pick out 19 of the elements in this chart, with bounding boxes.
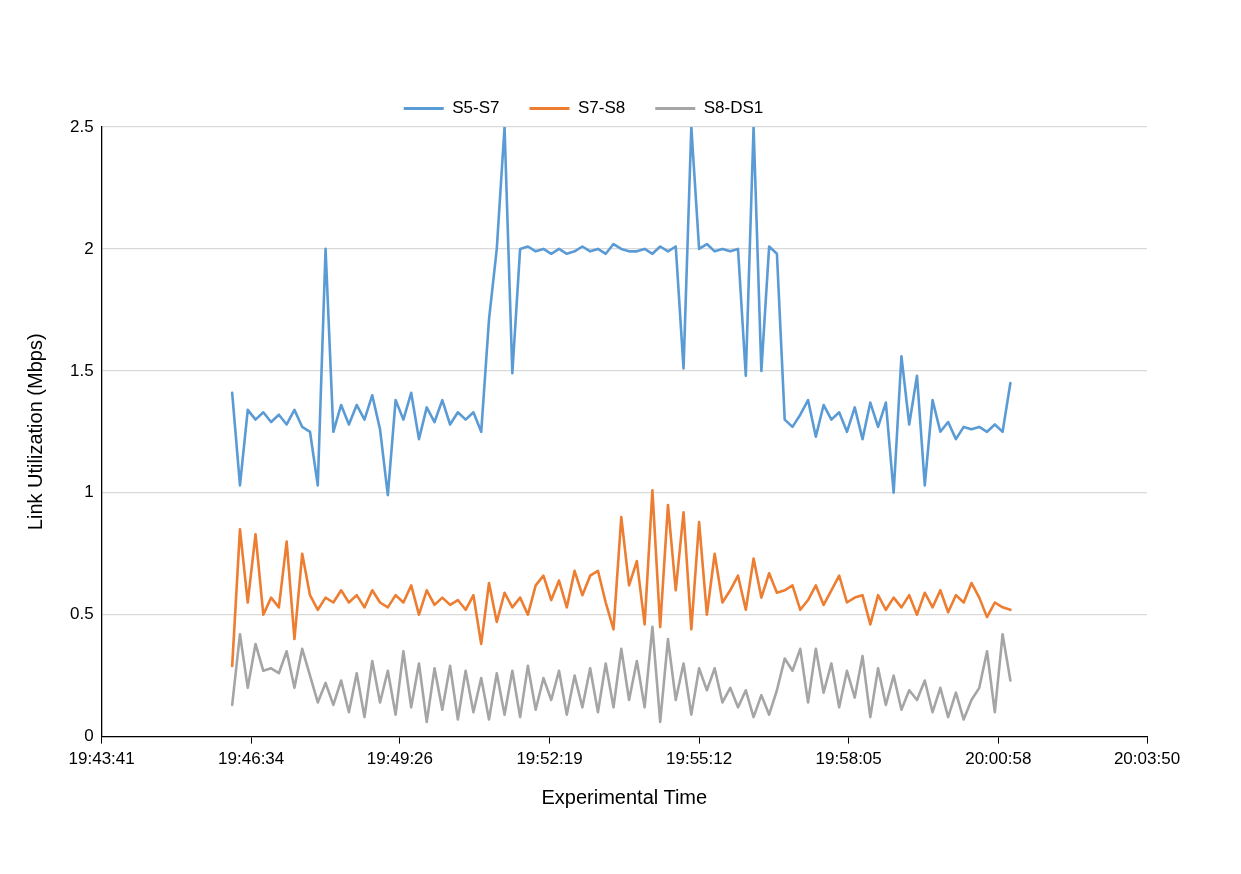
- y-tick-label: 1: [84, 482, 94, 502]
- x-axis-title: Experimental Time: [541, 785, 708, 808]
- x-tick-label: 19:58:05: [815, 749, 882, 769]
- y-tick-label: 2: [84, 238, 94, 258]
- legend-label: S5-S7: [452, 98, 500, 118]
- x-tick-label: 19:46:34: [218, 749, 285, 769]
- y-tick-label: 0.5: [69, 604, 94, 624]
- x-tick-label: 20:00:58: [965, 749, 1032, 769]
- x-tick-label: 19:55:12: [666, 749, 733, 769]
- y-tick-label: 1.5: [69, 360, 94, 380]
- x-tick-label: 19:43:41: [68, 749, 135, 769]
- legend-label: S7-S8: [577, 98, 626, 118]
- x-tick-label: 20:03:50: [1113, 749, 1181, 769]
- x-tick-label: 19:52:19: [516, 749, 583, 769]
- legend-label: S8-DS1: [703, 98, 764, 118]
- y-axis-title: Link Utilization (Mbps): [23, 333, 46, 531]
- y-tick-label: 2.5: [69, 116, 94, 136]
- y-tick-label: 0: [84, 726, 94, 746]
- x-tick-label: 19:49:26: [366, 749, 434, 769]
